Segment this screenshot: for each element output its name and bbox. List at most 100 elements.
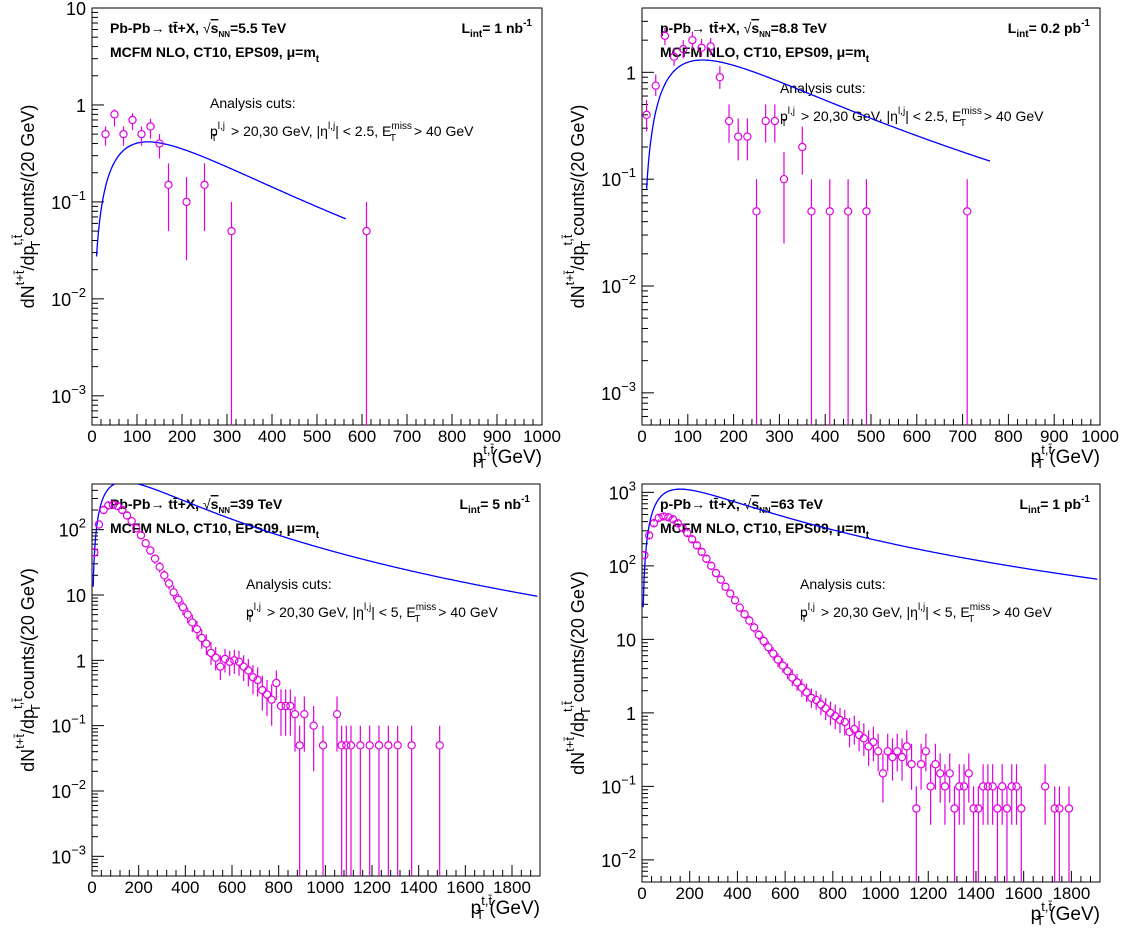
- data-point: [295, 741, 304, 750]
- data-point: [146, 546, 155, 555]
- panel-4: 0 200 400 600 800 1000 1200 1400 1600 1800 10−2 10−…: [560, 478, 1101, 928]
- y-tick-label: 10−1: [51, 188, 86, 213]
- data-point: [959, 782, 969, 791]
- data-point: [1040, 782, 1050, 791]
- y-tick-label: 10−2: [51, 285, 86, 310]
- data-point: [230, 656, 239, 665]
- data-point: [216, 662, 225, 671]
- data-point: [110, 110, 119, 119]
- data-point: [664, 512, 673, 522]
- x-tick-label: 0: [87, 878, 96, 897]
- data-point: [950, 804, 959, 813]
- data-point: [365, 741, 374, 750]
- data-point: [128, 115, 137, 125]
- data-point: [155, 139, 164, 148]
- cuts-title: Analysis cuts:: [210, 95, 296, 111]
- data-point: [108, 500, 118, 510]
- data-point: [206, 648, 216, 658]
- data-point: [1055, 804, 1064, 813]
- data-point: [730, 596, 740, 605]
- y-tick-label: 10−2: [601, 846, 636, 871]
- x-tick-label: 300: [213, 427, 241, 446]
- luminosity-label: Lint= 5 nb-1: [459, 494, 530, 516]
- luminosity-label: Lint= 1 nb-1: [461, 18, 532, 40]
- x-tick-label: 600: [348, 427, 376, 446]
- data-point: [679, 44, 688, 54]
- cuts-line: pl,j T > 20,30 GeV, |ηl,j| < 5, Emiss T > …: [800, 602, 1052, 625]
- data-point: [99, 505, 108, 515]
- process-label: p-Pb→ tt̄+X, √sNN=8.8 TeV: [660, 20, 827, 39]
- data-point: [811, 695, 821, 705]
- x-tick-label: 1000: [862, 884, 900, 903]
- data-point: [807, 207, 816, 216]
- x-tick-label: 800: [819, 884, 847, 903]
- data-point: [318, 741, 328, 750]
- data-point: [974, 804, 983, 813]
- data-point: [225, 657, 234, 666]
- data-point: [136, 531, 146, 540]
- data-series: [101, 109, 371, 425]
- x-tick-label: 1200: [353, 878, 391, 897]
- data-point: [290, 709, 300, 719]
- data-point: [683, 528, 692, 538]
- data-point: [945, 769, 954, 778]
- data-point: [1002, 804, 1012, 813]
- data-point: [122, 511, 132, 520]
- data-point: [821, 704, 830, 713]
- data-point: [651, 81, 660, 90]
- data-point: [740, 610, 749, 619]
- data-point: [864, 742, 873, 751]
- x-tick-label: 200: [124, 878, 152, 897]
- x-axis-label: pt,t̄ T (GeV): [1031, 899, 1100, 928]
- data-point: [332, 709, 342, 719]
- cuts-line: pl,j T > 20,30 GeV, |ηl,j| < 5, Emiss T > …: [246, 602, 498, 625]
- data-point: [127, 516, 136, 526]
- data-point: [850, 724, 859, 734]
- data-point: [788, 673, 797, 683]
- data-point: [997, 782, 1007, 791]
- y-tick-label: 10−1: [601, 165, 636, 190]
- data-point: [940, 782, 950, 791]
- data-point: [721, 582, 730, 591]
- x-tick-label: 400: [258, 427, 286, 446]
- data-series: [642, 27, 972, 425]
- data-point: [878, 769, 888, 778]
- x-axis-label: pt,t̄ T (GeV): [471, 893, 540, 922]
- x-tick-label: 1400: [957, 884, 995, 903]
- x-tick-label: 100: [123, 427, 151, 446]
- data-point: [169, 588, 178, 597]
- data-point: [150, 554, 160, 563]
- data-point: [654, 513, 663, 523]
- x-tick-label: 200: [719, 427, 747, 446]
- x-tick-label: 0: [87, 427, 96, 446]
- data-point: [697, 547, 706, 557]
- data-point: [907, 760, 916, 769]
- data-point: [716, 575, 725, 584]
- data-point: [1012, 782, 1021, 791]
- data-point: [768, 649, 778, 658]
- data-point: [802, 688, 811, 697]
- data-point: [983, 782, 993, 791]
- data-point: [253, 675, 262, 685]
- data-point: [749, 623, 759, 632]
- data-point: [859, 734, 869, 743]
- data-point: [931, 760, 940, 769]
- data-point: [783, 666, 792, 676]
- cuts-title: Analysis cuts:: [246, 576, 332, 592]
- data-point: [160, 571, 169, 580]
- data-point: [726, 589, 735, 598]
- data-point: [281, 701, 290, 711]
- data-point: [182, 197, 191, 207]
- x-tick-label: 800: [438, 427, 466, 446]
- data-point: [673, 519, 682, 528]
- data-point: [146, 122, 155, 131]
- x-tick-label: 600: [218, 878, 246, 897]
- data-point: [773, 655, 783, 664]
- x-tick-label: 500: [857, 427, 885, 446]
- x-tick-label: 400: [171, 878, 199, 897]
- data-series: [642, 512, 1074, 882]
- luminosity-label: Lint= 0.2 pb-1: [1008, 18, 1091, 40]
- fit-curve: [92, 484, 538, 597]
- y-tick-label: 103: [609, 478, 636, 503]
